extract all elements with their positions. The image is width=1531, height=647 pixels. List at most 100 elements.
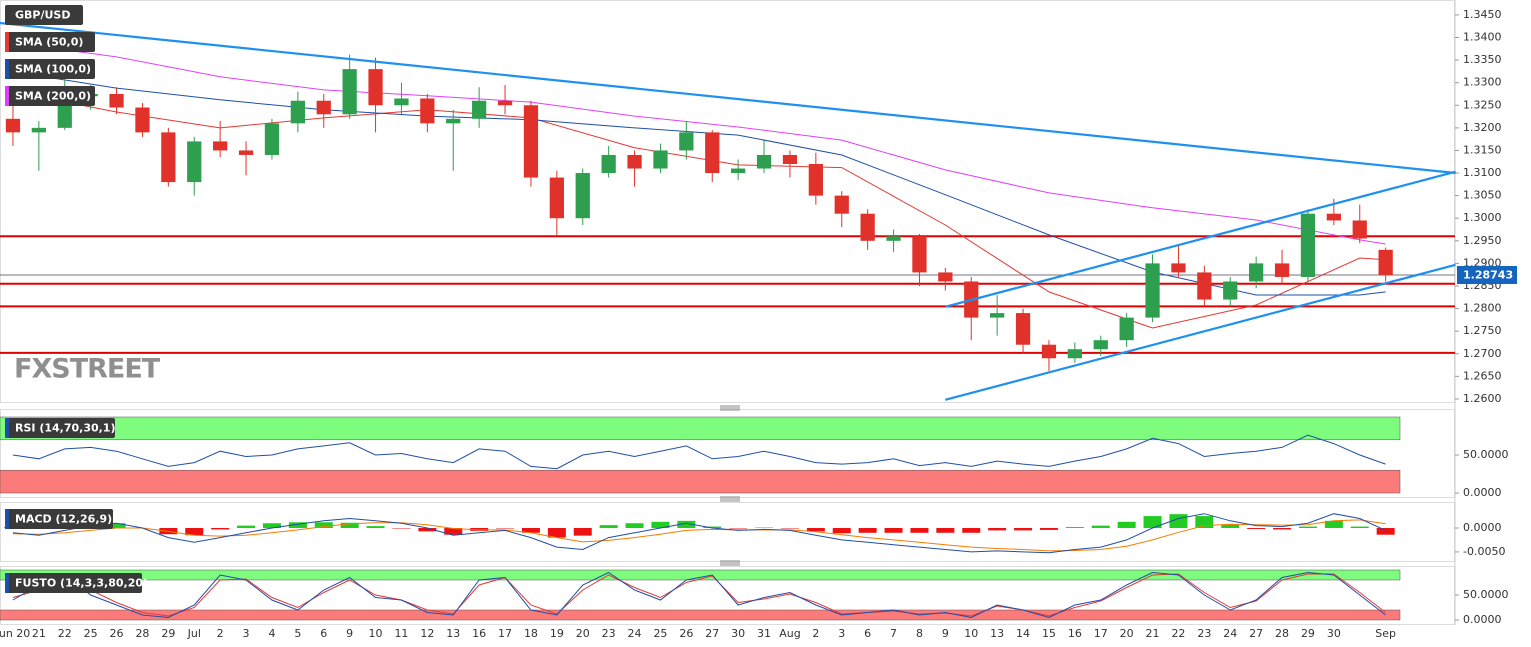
x-tick-label: 25: [84, 627, 98, 640]
histogram-bar: [677, 520, 696, 529]
histogram-bar: [625, 523, 644, 529]
candle-body: [860, 213, 875, 241]
candle-body: [886, 236, 901, 241]
oversold-band: [0, 609, 1401, 621]
x-tick-label: 13: [446, 627, 460, 640]
x-tick-label: 27: [1249, 627, 1263, 640]
y-tick-label: 1.3100: [1463, 166, 1502, 179]
x-tick-label: 31: [757, 627, 771, 640]
histogram-bar: [288, 522, 307, 529]
trendline: [0, 21, 1456, 175]
histogram-bar: [1376, 528, 1395, 535]
x-tick-label: 20: [1120, 627, 1134, 640]
candle-body: [472, 100, 487, 119]
histogram-bar: [884, 528, 903, 533]
x-tick-label: Jul: [187, 627, 201, 640]
label-box: [5, 59, 95, 79]
panel-title: SMA (200,0): [15, 90, 91, 103]
candle-body: [756, 154, 772, 169]
y-tick-label: 1.3350: [1463, 53, 1502, 66]
y-tick-label: 1.3400: [1463, 30, 1502, 43]
x-tick-label: 2: [217, 627, 224, 640]
x-tick-label: 13: [990, 627, 1004, 640]
candle-body: [575, 173, 590, 219]
macd-line: [12, 513, 1386, 554]
trendline: [945, 263, 1456, 401]
y-tick-label: 1.3300: [1463, 76, 1502, 89]
x-tick-label: 9: [346, 627, 353, 640]
sma-line: [12, 42, 1386, 245]
histogram-bar: [1143, 516, 1162, 529]
candle-body: [627, 154, 642, 169]
panel-title: SMA (100,0): [15, 63, 91, 76]
candle-body: [1041, 344, 1057, 359]
histogram-bar: [314, 522, 333, 529]
x-tick-label: Jun 20: [0, 627, 30, 640]
y-tick-label: 1.3250: [1463, 98, 1502, 111]
candle-body: [5, 118, 21, 133]
histogram-bar: [547, 528, 566, 538]
x-tick-label: 19: [550, 627, 564, 640]
candle-body: [342, 69, 357, 115]
panel-title: GBP/USD: [15, 9, 70, 22]
candle-body: [990, 313, 1005, 318]
candle-body: [394, 98, 409, 106]
candle-body: [549, 177, 564, 219]
histogram-bar: [573, 528, 592, 536]
y-tick-label: 1.2650: [1463, 369, 1502, 382]
candle-body: [601, 154, 616, 174]
y-tick-label: 1.3450: [1463, 8, 1502, 21]
last-price-box: [1457, 266, 1517, 285]
y-tick-label: 1.3000: [1463, 211, 1502, 224]
candle-body: [316, 100, 331, 115]
x-tick-label: 4: [268, 627, 275, 640]
x-tick-label: 17: [498, 627, 512, 640]
candle-body: [523, 105, 539, 178]
candle-body: [497, 100, 513, 106]
histogram-bar: [936, 528, 955, 533]
x-tick-label: 25: [653, 627, 667, 640]
candle-body: [420, 98, 435, 124]
histogram-bar: [211, 528, 230, 530]
histogram-bar: [444, 528, 463, 535]
candle-body: [834, 195, 849, 214]
x-tick-label: 12: [420, 627, 434, 640]
panel-handles: [720, 405, 740, 566]
candle-body: [938, 272, 953, 282]
x-tick-label: 30: [1327, 627, 1341, 640]
x-tick-label: 16: [472, 627, 486, 640]
histogram-bar: [1247, 528, 1266, 529]
x-tick-label: 29: [1301, 627, 1315, 640]
candle-body: [1171, 263, 1186, 273]
last-price-label: 1.28743: [1463, 269, 1513, 282]
candle-body: [1274, 263, 1290, 277]
candle-body: [238, 150, 254, 155]
x-tick-label: Sep: [1375, 627, 1396, 640]
histogram-bar: [651, 521, 670, 529]
rsi-line: [12, 434, 1386, 470]
candle-body: [31, 127, 46, 133]
y-tick-label: 0.0000: [1463, 521, 1502, 534]
histogram-bar: [418, 528, 437, 532]
y-tick-label: 1.3050: [1463, 189, 1502, 202]
histogram-bar: [1117, 521, 1136, 529]
sma-line: [12, 71, 1386, 296]
y-tick-label: 0.0000: [1463, 613, 1502, 626]
x-tick-label: 10: [964, 627, 978, 640]
histogram-bar: [1298, 526, 1317, 529]
histogram-bar: [521, 528, 540, 533]
label-box: [5, 86, 95, 106]
x-tick-label: 18: [524, 627, 538, 640]
x-tick-label: 9: [942, 627, 949, 640]
histogram-bar: [366, 526, 385, 529]
y-tick-label: 50.0000: [1463, 448, 1509, 461]
candle-body: [731, 168, 746, 174]
histogram-bar: [237, 525, 256, 529]
histogram-bar: [832, 528, 851, 534]
label-box: [5, 509, 113, 529]
candle-body: [161, 132, 176, 183]
label-stripe: [5, 59, 9, 79]
candle-body: [290, 100, 305, 124]
x-tick-label: 6: [320, 627, 327, 640]
histogram-bar: [262, 523, 281, 529]
